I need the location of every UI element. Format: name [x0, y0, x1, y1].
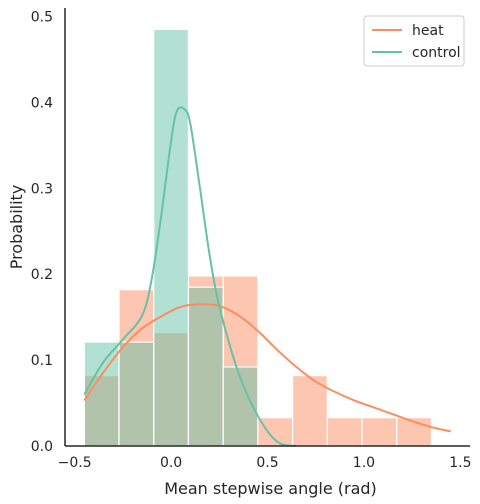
y-tick-label: 0.0	[31, 439, 53, 455]
control-kde-line	[83, 106, 297, 447]
legend: heat control	[363, 15, 465, 67]
control-bar-1	[118, 341, 155, 447]
heat-kde-line	[83, 303, 451, 433]
y-tick-label: 0.3	[31, 181, 53, 197]
heat-bar-7	[326, 417, 363, 447]
y-tick-label: 0.1	[31, 353, 53, 369]
y-axis-label: Probability	[7, 185, 26, 270]
x-tick-label: 0.0	[160, 455, 182, 471]
x-axis-label: Mean stepwise angle (rad)	[164, 479, 377, 498]
control-bar-3	[187, 286, 224, 447]
x-tick-label: 1.5	[449, 455, 471, 471]
x-tick-label: 0.5	[256, 455, 278, 471]
kde-lines	[83, 106, 451, 447]
y-tick-label: 0.2	[31, 267, 53, 283]
y-tick-label: 0.4	[31, 95, 53, 111]
tick-labels: −0.5 0.0 0.5 1.0 1.5 0.0 0.1 0.2 0.3 0.4 0.5	[31, 10, 472, 471]
x-tick-label: −0.5	[58, 455, 92, 471]
legend-control-label: control	[412, 45, 461, 61]
legend-heat-label: heat	[412, 23, 444, 39]
heat-bar-5	[257, 417, 294, 447]
legend-box	[363, 15, 465, 67]
y-tick-label: 0.5	[31, 10, 53, 26]
x-tick-label: 1.0	[353, 455, 375, 471]
axes	[64, 8, 470, 447]
control-bars	[83, 28, 259, 447]
control-bar-2	[153, 28, 190, 447]
heat-bar-8	[361, 417, 398, 447]
